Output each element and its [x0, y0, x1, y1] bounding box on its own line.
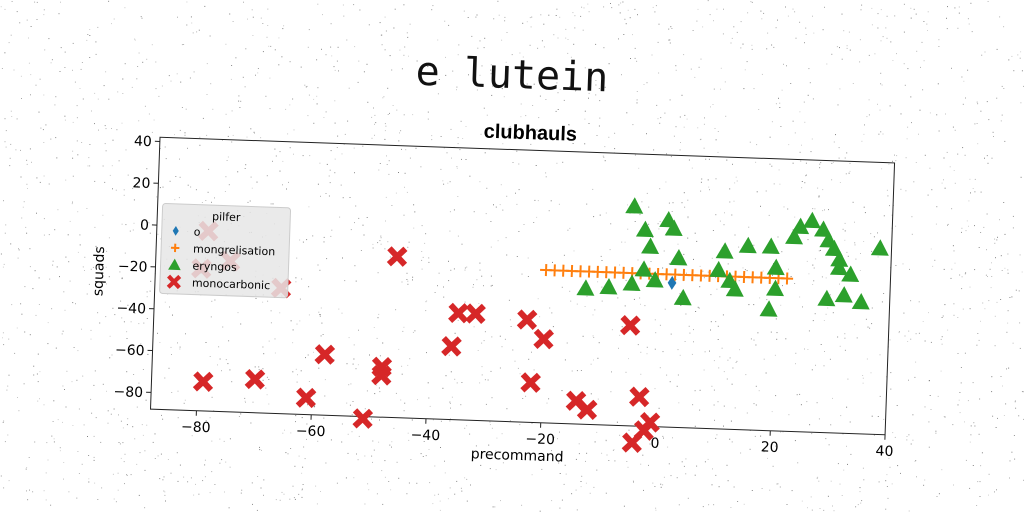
legend-label: o	[193, 226, 200, 239]
legend-marker-monocarbonic	[166, 274, 182, 290]
data-point-eryngos	[766, 279, 784, 297]
data-point-eryngos	[829, 258, 848, 276]
data-point-eryngos	[824, 239, 843, 257]
data-point-monocarbonic	[620, 315, 641, 336]
legend-label: mongrelisation	[193, 243, 276, 259]
data-point-monocarbonic	[465, 303, 486, 325]
data-point-monocarbonic	[244, 368, 266, 390]
data-point-eryngos	[645, 271, 664, 288]
y-tick-label: 0	[140, 218, 149, 234]
data-point-eryngos	[761, 237, 780, 255]
legend-marker-mongrelisation	[170, 243, 180, 253]
data-point-mongrelisation	[781, 272, 794, 285]
data-point-eryngos	[802, 211, 821, 229]
data-point-eryngos	[791, 217, 810, 235]
legend-label: eryngos	[192, 259, 237, 274]
data-point-monocarbonic	[371, 364, 392, 386]
legend-marker-eryngos	[168, 258, 181, 271]
plot-area: clubhauls −80 −60 −40 −20 0 20 40 40200−20−40−…	[90, 121, 896, 466]
data-point-eryngos	[766, 258, 785, 276]
axes-frame	[149, 136, 896, 436]
data-point-monocarbonic	[533, 328, 554, 350]
data-point-monocarbonic	[520, 372, 541, 393]
legend-marker-o	[172, 225, 179, 236]
x-tick-label: 0	[650, 436, 659, 452]
data-point-monocarbonic	[314, 344, 336, 365]
data-point-monocarbonic	[576, 399, 598, 421]
data-point-monocarbonic	[192, 371, 214, 392]
data-point-eryngos	[834, 286, 853, 303]
data-point-eryngos	[709, 260, 728, 278]
data-point-eryngos	[759, 300, 778, 317]
data-point-eryngos	[599, 277, 618, 295]
data-point-eryngos	[817, 289, 836, 307]
data-point-eryngos	[814, 220, 833, 238]
data-point-monocarbonic	[629, 386, 650, 408]
data-point-monocarbonic	[295, 387, 317, 409]
y-axis: 40 20 0 −20 −40 −60 −80	[113, 134, 160, 401]
data-point-eryngos	[641, 237, 660, 255]
data-point-eryngos	[622, 274, 641, 292]
legend-title: pilfer	[212, 210, 241, 224]
x-tick-label: −80	[181, 419, 211, 436]
x-axis-label: precommand	[470, 446, 563, 465]
x-tick-label: −60	[296, 423, 326, 440]
chart-title: clubhauls	[483, 121, 577, 146]
data-point-eryngos	[625, 197, 644, 214]
data-point-monocarbonic	[516, 309, 538, 330]
data-point-monocarbonic	[448, 302, 469, 324]
data-point-eryngos	[841, 265, 860, 282]
data-point-eryngos	[669, 248, 688, 266]
data-marks	[191, 197, 889, 453]
x-tick-label: −40	[410, 427, 440, 444]
y-axis-label: squads	[90, 246, 108, 296]
data-point-monocarbonic	[352, 408, 374, 429]
legend-box	[159, 203, 292, 299]
data-point-monocarbonic	[386, 246, 408, 267]
y-tick-label: −20	[118, 259, 148, 276]
data-point-eryngos	[635, 220, 654, 238]
y-tick-label: −80	[113, 384, 143, 401]
data-point-monocarbonic	[621, 432, 643, 453]
legend-label: monocarbonic	[192, 276, 271, 292]
data-point-eryngos	[785, 227, 804, 245]
data-point-eryngos	[715, 242, 734, 259]
x-tick-label: −20	[525, 431, 555, 448]
x-tick-label: 20	[761, 439, 779, 456]
x-tick-label: 40	[875, 443, 893, 460]
data-point-eryngos	[738, 236, 757, 254]
data-point-eryngos	[870, 239, 889, 256]
data-point-eryngos	[725, 280, 744, 297]
data-point-eryngos	[673, 288, 692, 306]
x-axis: −80 −60 −40 −20 0 20 40	[181, 410, 894, 460]
y-tick-label: 20	[132, 175, 150, 192]
data-point-eryngos	[634, 260, 653, 277]
data-point-eryngos	[664, 219, 683, 237]
data-point-eryngos	[851, 293, 870, 310]
data-point-eryngos	[830, 250, 849, 267]
y-tick-label: −60	[115, 342, 145, 359]
data-point-monocarbonic	[441, 336, 462, 357]
data-point-eryngos	[576, 279, 595, 296]
y-tick-label: −40	[116, 300, 146, 317]
y-tick-label: 40	[134, 134, 152, 151]
